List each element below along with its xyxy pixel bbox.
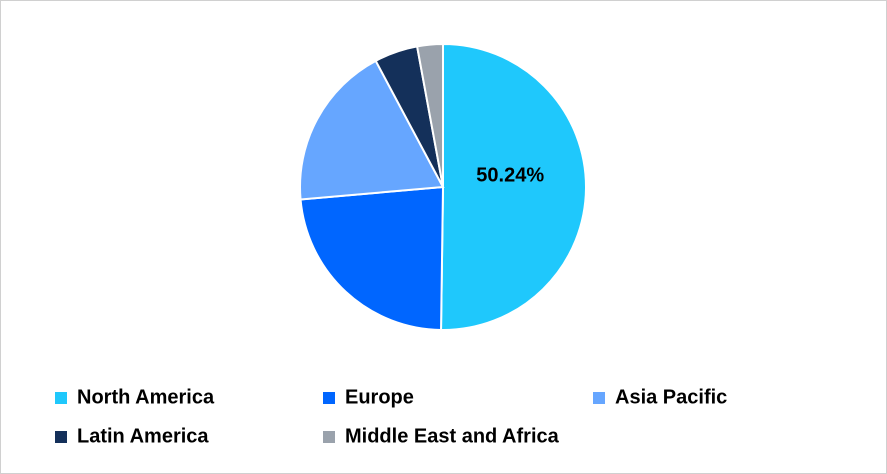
legend-label: North America <box>77 386 215 408</box>
legend-label: Middle East and Africa <box>345 425 560 447</box>
legend-swatch <box>593 392 605 404</box>
pie-slice <box>440 42 588 331</box>
legend-label: Asia Pacific <box>615 386 727 408</box>
data-label: 50.24% <box>476 165 544 187</box>
legend-label: Latin America <box>77 425 209 447</box>
legend-label: Europe <box>345 386 414 408</box>
legend-swatch <box>55 431 67 443</box>
pie-slice <box>299 185 445 332</box>
legend-swatch <box>55 392 67 404</box>
pie-slice <box>299 59 445 201</box>
pie-slice <box>415 42 444 188</box>
legend-swatch <box>323 431 335 443</box>
legend-swatch <box>323 392 335 404</box>
